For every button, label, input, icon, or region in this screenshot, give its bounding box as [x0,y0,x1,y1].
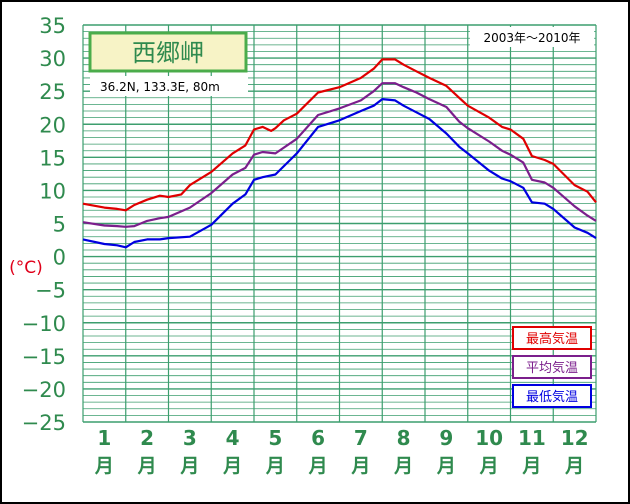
x-tick-labels: 1 月 2 月 3 月 4 月 5 月 6 月 7 月 8 月 9 月 10 月 11 月 12 月 [94,426,589,477]
x-tick-month: 月 [436,455,456,477]
legend-box [512,384,592,408]
x-tick-month: 月 [308,455,328,477]
location-box [90,76,248,96]
x-tick-number: 2 [140,426,154,450]
series-line [82,97,597,249]
x-tick-month: 月 [222,455,242,477]
x-tick-month: 月 [479,455,499,477]
chart-title: 西郷岬 [132,39,204,67]
x-tick-month: 月 [393,455,413,477]
x-tick-month: 月 [179,455,199,477]
legend-label: 平均気温 [526,360,578,376]
x-tick-number: 3 [183,426,197,450]
legend-label: 最低気温 [526,389,578,405]
series-lines [82,58,597,249]
x-tick-number: 11 [518,426,546,450]
y-tick-label: 5 [53,213,66,237]
y-tick-label: −20 [22,378,66,402]
x-tick-month: 月 [350,455,370,477]
series-line [82,58,597,212]
x-tick-number: 12 [561,426,589,450]
title-box [88,31,248,73]
period-label: 2003年〜2010年 [483,31,580,45]
y-tick-label: −10 [22,312,66,336]
x-tick-month: 月 [521,455,541,477]
x-tick-number: 8 [397,426,411,450]
period-box [470,27,594,47]
legend-box [512,326,592,350]
x-tick-number: 10 [475,426,503,450]
y-tick-labels: 35 30 25 20 15 10 5 0 −5 −10 −15 −20 −25 [22,14,66,435]
y-tick-label: 30 [39,47,66,71]
x-tick-month: 月 [564,455,584,477]
x-tick-month: 月 [265,455,285,477]
series-line [82,82,597,228]
y-tick-label: 25 [39,80,66,104]
y-tick-label: 0 [53,246,66,270]
y-tick-label: −5 [35,279,66,303]
y-tick-label: −25 [22,411,66,435]
unit-label: (°C) [9,258,43,278]
location-label: 36.2N, 133.3E, 80m [100,80,220,94]
y-tick-label: 35 [39,14,66,38]
y-tick-label: 15 [39,146,66,170]
legend-label: 最高気温 [526,331,578,347]
grid-lines [82,24,597,423]
x-tick-month: 月 [137,455,157,477]
x-tick-number: 6 [311,426,325,450]
x-tick-number: 1 [97,426,111,450]
legend-box [512,355,592,379]
y-tick-label: 10 [39,179,66,203]
x-tick-number: 9 [439,426,453,450]
y-tick-label: −15 [22,345,66,369]
x-tick-number: 4 [226,426,240,450]
y-tick-label: 20 [39,113,66,137]
x-tick-number: 7 [354,426,368,450]
x-tick-number: 5 [268,426,282,450]
x-tick-month: 月 [94,455,114,477]
